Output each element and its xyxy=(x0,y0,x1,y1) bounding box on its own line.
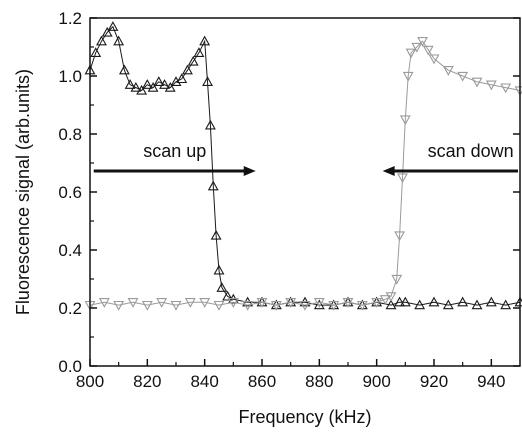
arrow-head xyxy=(244,166,256,176)
y-tick-label: 0.0 xyxy=(58,357,82,376)
plot-frame xyxy=(90,18,520,366)
annotation-layer: scan up scan down xyxy=(94,141,518,176)
x-tick-label: 840 xyxy=(190,372,218,391)
x-tick-label: 940 xyxy=(477,372,505,391)
y-tick-label: 0.8 xyxy=(58,125,82,144)
x-tick-label: 860 xyxy=(248,372,276,391)
data-point xyxy=(516,87,522,95)
x-tick-label: 820 xyxy=(133,372,161,391)
series-layer xyxy=(86,22,522,309)
annotation-label: scan down xyxy=(428,141,514,161)
series-1 xyxy=(86,38,522,310)
data-point xyxy=(516,298,522,306)
y-tick-label: 1.2 xyxy=(58,9,82,28)
series-line xyxy=(90,27,520,305)
y-tick-label: 1.0 xyxy=(58,67,82,86)
y-tick-label: 0.4 xyxy=(58,241,82,260)
x-tick-label: 900 xyxy=(362,372,390,391)
arrow-head xyxy=(383,166,395,176)
y-axis-label: Fluorescence signal (arb.units) xyxy=(13,69,33,315)
annotation-label: scan up xyxy=(143,141,206,161)
x-tick-label: 880 xyxy=(305,372,333,391)
series-0 xyxy=(86,22,522,309)
series-line xyxy=(90,41,520,305)
y-tick-label: 0.6 xyxy=(58,183,82,202)
x-tick-label: 920 xyxy=(420,372,448,391)
y-tick-label: 0.2 xyxy=(58,299,82,318)
x-axis-label: Frequency (kHz) xyxy=(238,407,371,427)
